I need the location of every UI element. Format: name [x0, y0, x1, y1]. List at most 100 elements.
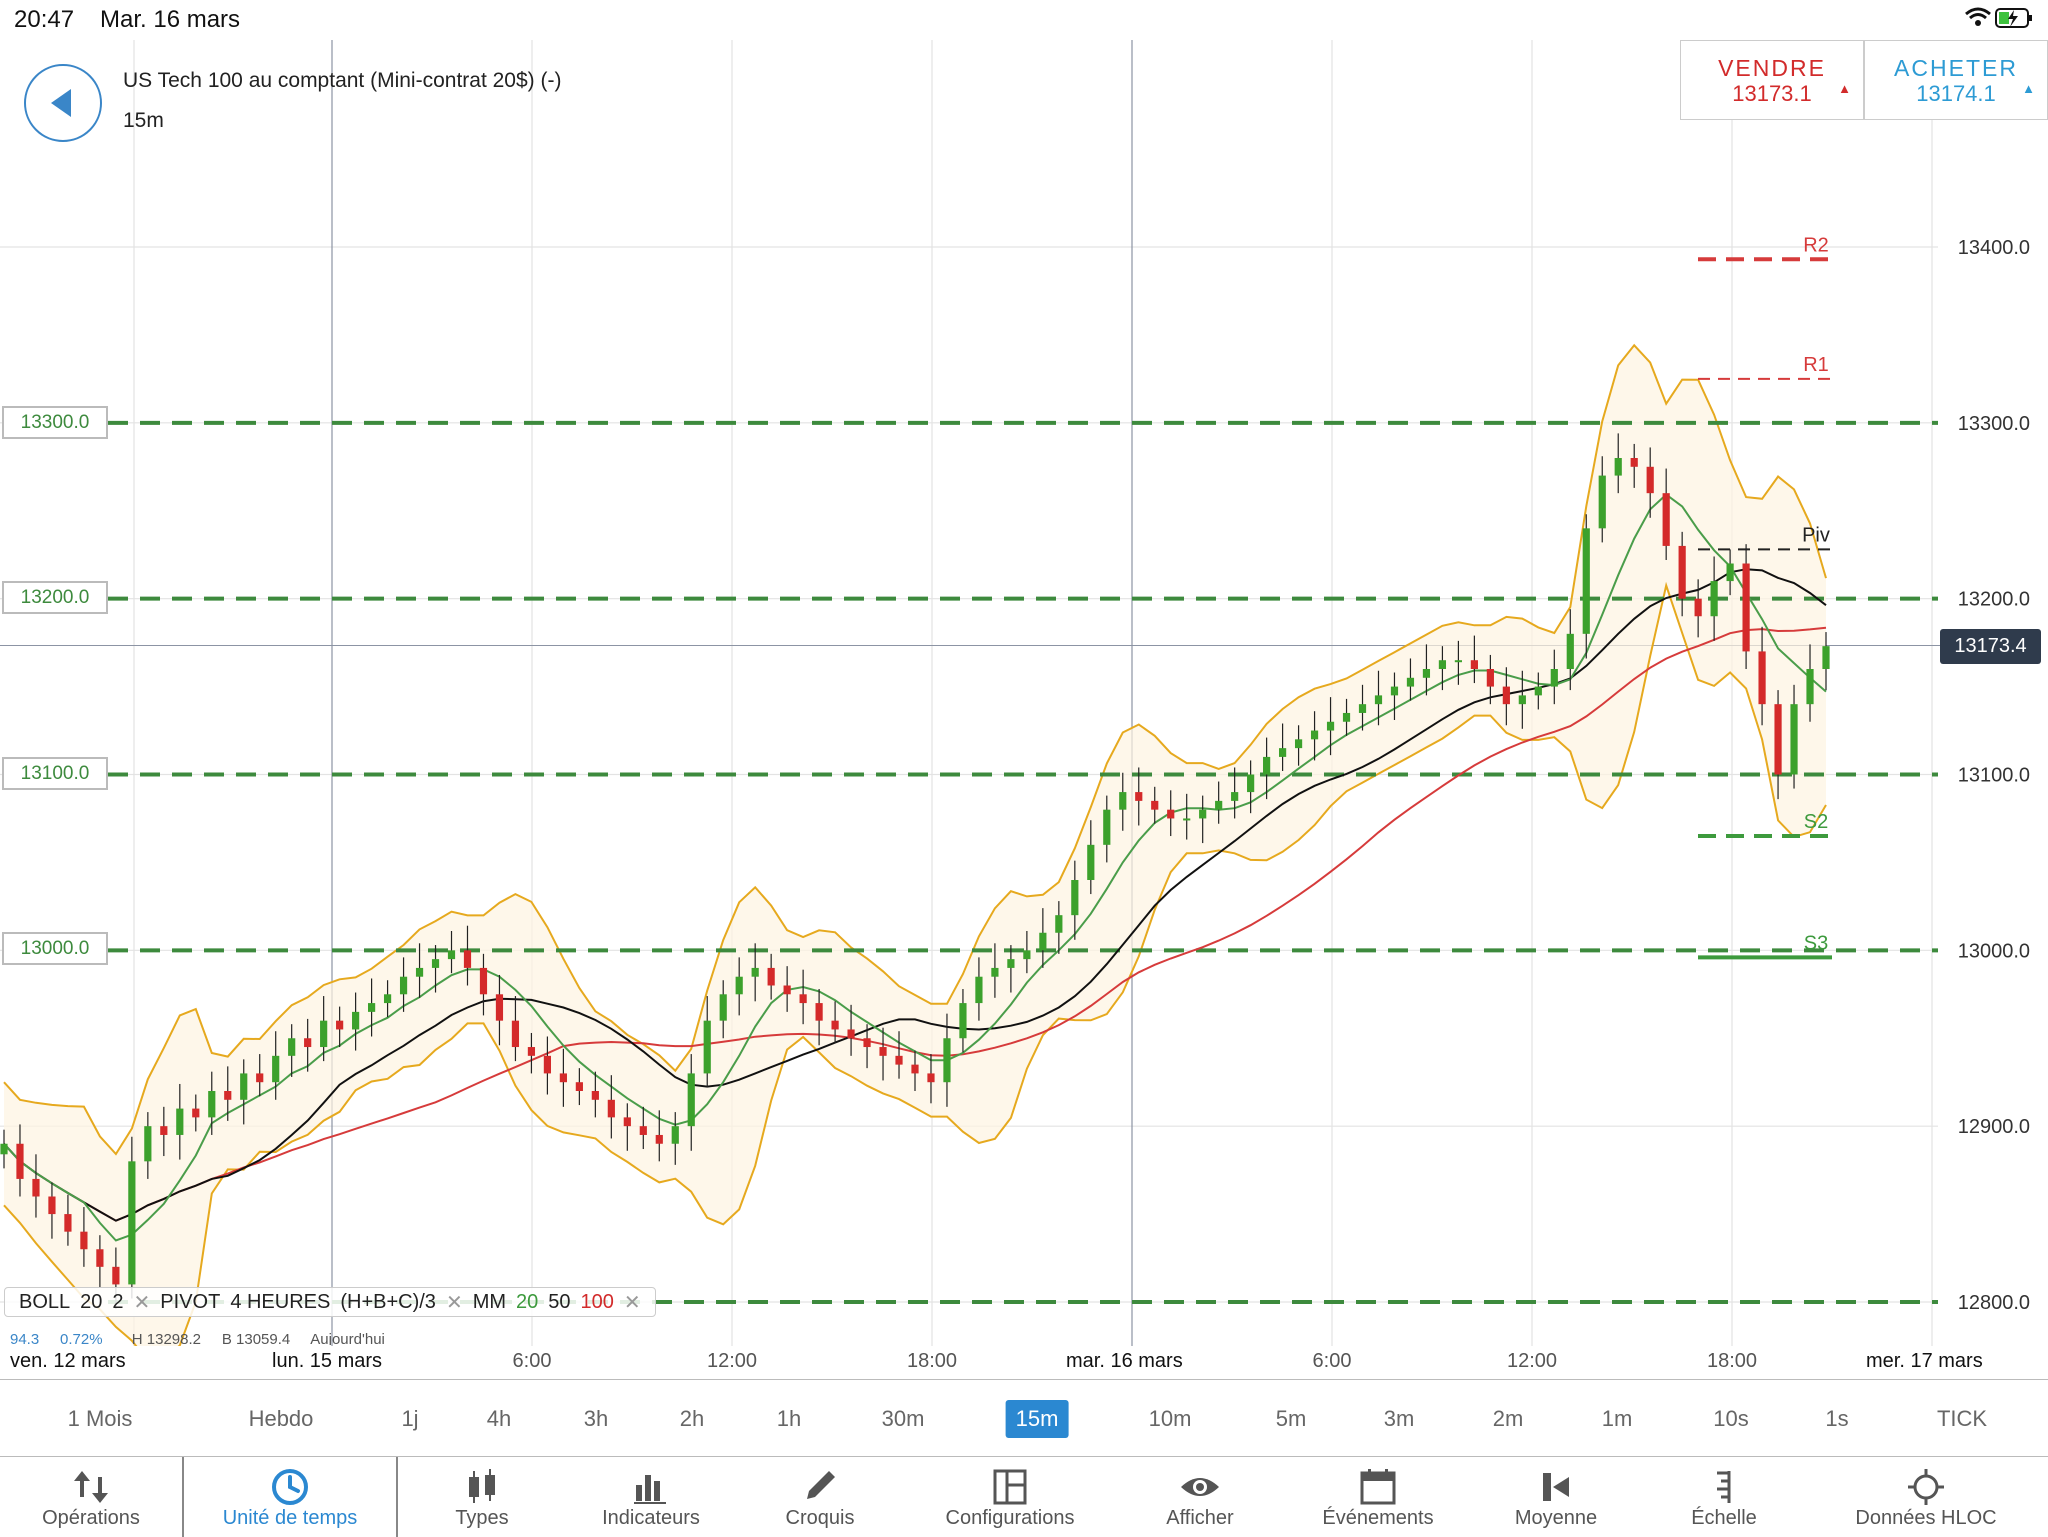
- tool-hloc-data[interactable]: Données HLOC: [1808, 1457, 2044, 1537]
- legend-boll-period: 20: [80, 1290, 103, 1313]
- legend-mm[interactable]: MM: [472, 1290, 507, 1313]
- y-axis-label: 12900.0: [1958, 1116, 2030, 1138]
- candle-down: [48, 1196, 56, 1215]
- remove-pivot-icon[interactable]: ✕: [445, 1291, 463, 1314]
- timeframe-15m[interactable]: 15m: [1005, 1400, 1069, 1438]
- buy-button[interactable]: ACHETER 13174.1 ▲: [1864, 40, 2048, 120]
- pencil-icon: [807, 1471, 835, 1499]
- timeframe-1s[interactable]: 1s: [1825, 1406, 1849, 1431]
- tool-indicators[interactable]: Indicateurs: [566, 1457, 736, 1537]
- candle-up: [1263, 756, 1271, 775]
- candle-down: [543, 1055, 551, 1074]
- candle-up: [1518, 695, 1526, 705]
- legend-mm-50: 50: [548, 1290, 571, 1313]
- candle-up: [1119, 792, 1127, 810]
- candle-up: [991, 967, 999, 977]
- tool-events[interactable]: Événements: [1284, 1457, 1472, 1537]
- candle-up: [943, 1038, 951, 1083]
- candle-up: [1406, 677, 1415, 687]
- legend-mm-20: 20: [516, 1290, 539, 1313]
- tool-types[interactable]: Types: [398, 1457, 566, 1537]
- candle-down: [1662, 493, 1670, 546]
- tool-drawing[interactable]: Croquis: [736, 1457, 904, 1537]
- price-level-tag[interactable]: 13000.0: [2, 932, 108, 965]
- legend-boll[interactable]: BOLL: [19, 1290, 71, 1313]
- x-axis-label: 6:00: [512, 1350, 552, 1372]
- legend-pivot[interactable]: PIVOT: [160, 1290, 221, 1313]
- candle-up: [1310, 730, 1319, 740]
- candle-down: [32, 1178, 40, 1197]
- candle-down: [1151, 800, 1159, 810]
- timeframe-1m[interactable]: 1m: [1601, 1406, 1633, 1431]
- tool-scale[interactable]: Échelle: [1640, 1457, 1808, 1537]
- candle-up: [288, 1038, 296, 1056]
- candle-down: [256, 1073, 264, 1083]
- timeframe-10s[interactable]: 10s: [1713, 1406, 1749, 1431]
- price-level-tag[interactable]: 13300.0: [2, 406, 108, 439]
- price-level-tag[interactable]: 13100.0: [2, 757, 108, 790]
- tool-display[interactable]: Afficher: [1116, 1457, 1284, 1537]
- candle-down: [1630, 458, 1638, 467]
- candle-down: [64, 1214, 72, 1232]
- candle-down: [463, 950, 472, 968]
- back-button[interactable]: [24, 64, 102, 142]
- candle-down: [591, 1091, 599, 1100]
- tool-average[interactable]: Moyenne: [1472, 1457, 1640, 1537]
- tool-timeframe[interactable]: Unité de temps: [184, 1457, 396, 1537]
- candle-up: [1055, 915, 1063, 933]
- x-axis-label: mar. 16 mars: [1062, 1350, 1187, 1373]
- bollinger-lower-line: [3, 581, 1827, 1346]
- timeframe-3h[interactable]: 3h: [583, 1406, 609, 1431]
- timeframe-4h[interactable]: 4h: [486, 1406, 512, 1431]
- candle-down: [559, 1073, 567, 1083]
- candle-up: [703, 1020, 711, 1074]
- remove-mm-icon[interactable]: ✕: [623, 1291, 641, 1314]
- timeframe-label: 15m: [123, 109, 164, 132]
- hloc-change: 94.3: [10, 1331, 40, 1345]
- candle-up: [687, 1073, 695, 1127]
- timeframe-30m[interactable]: 30m: [881, 1406, 925, 1431]
- candle-up: [352, 1011, 360, 1030]
- tool-configurations[interactable]: Configurations: [904, 1457, 1116, 1537]
- price-level-tag[interactable]: 13200.0: [2, 581, 108, 614]
- y-axis-label: 13400.0: [1958, 237, 2030, 259]
- timeframe-2m[interactable]: 2m: [1492, 1406, 1524, 1431]
- candle-down: [96, 1249, 104, 1267]
- timeframe-1h[interactable]: 1h: [776, 1406, 802, 1431]
- candle-down: [847, 1029, 855, 1039]
- timeframe-1-month[interactable]: 1 Mois: [67, 1406, 133, 1431]
- candle-up: [1294, 739, 1303, 749]
- y-axis-label: 13000.0: [1958, 940, 2030, 962]
- timeframe-3m[interactable]: 3m: [1383, 1406, 1415, 1431]
- candle-up: [1438, 660, 1447, 669]
- candle-down: [495, 994, 504, 1021]
- pivot-lines: R2 R1 Piv S2 S3: [1698, 234, 1832, 960]
- timeframe-tick[interactable]: TICK: [1936, 1406, 1988, 1431]
- tool-label: Unité de temps: [222, 1507, 358, 1529]
- candle-down: [607, 1099, 615, 1118]
- up-arrow-icon: ▲: [1838, 81, 1851, 96]
- sell-button[interactable]: VENDRE 13173.1 ▲: [1680, 40, 1864, 120]
- y-axis-label: 12800.0: [1958, 1292, 2030, 1314]
- timeframe-10m[interactable]: 10m: [1148, 1406, 1192, 1431]
- candle-down: [16, 1143, 24, 1179]
- bollinger-fill: [4, 345, 1826, 1346]
- candle-up: [144, 1126, 152, 1162]
- up-arrow-icon: ▲: [2022, 81, 2035, 96]
- price-chart[interactable]: R2 R1 Piv S2 S3 13400.0 13300.0 13200.0 13100.0…: [0, 40, 2048, 1346]
- x-axis-label: 18:00: [1706, 1350, 1758, 1372]
- tool-operations[interactable]: Opérations: [0, 1457, 182, 1537]
- remove-boll-icon[interactable]: ✕: [133, 1291, 151, 1314]
- timeframe-weekly[interactable]: Hebdo: [248, 1406, 314, 1431]
- timeframe-5m[interactable]: 5m: [1275, 1406, 1307, 1431]
- candle-up: [1374, 695, 1383, 705]
- legend-pivot-formula: (H+B+C)/3: [340, 1290, 436, 1313]
- candle-down: [623, 1117, 631, 1127]
- candle-up: [272, 1055, 280, 1083]
- candle-up: [240, 1073, 248, 1100]
- candle-up: [1358, 704, 1367, 713]
- indicator-legend[interactable]: BOLL 20 2 ✕ PIVOT 4 HEURES (H+B+C)/3 ✕ M…: [4, 1287, 656, 1317]
- timeframe-1d[interactable]: 1j: [401, 1406, 419, 1431]
- clock-icon: [272, 1469, 308, 1505]
- timeframe-2h[interactable]: 2h: [679, 1406, 705, 1431]
